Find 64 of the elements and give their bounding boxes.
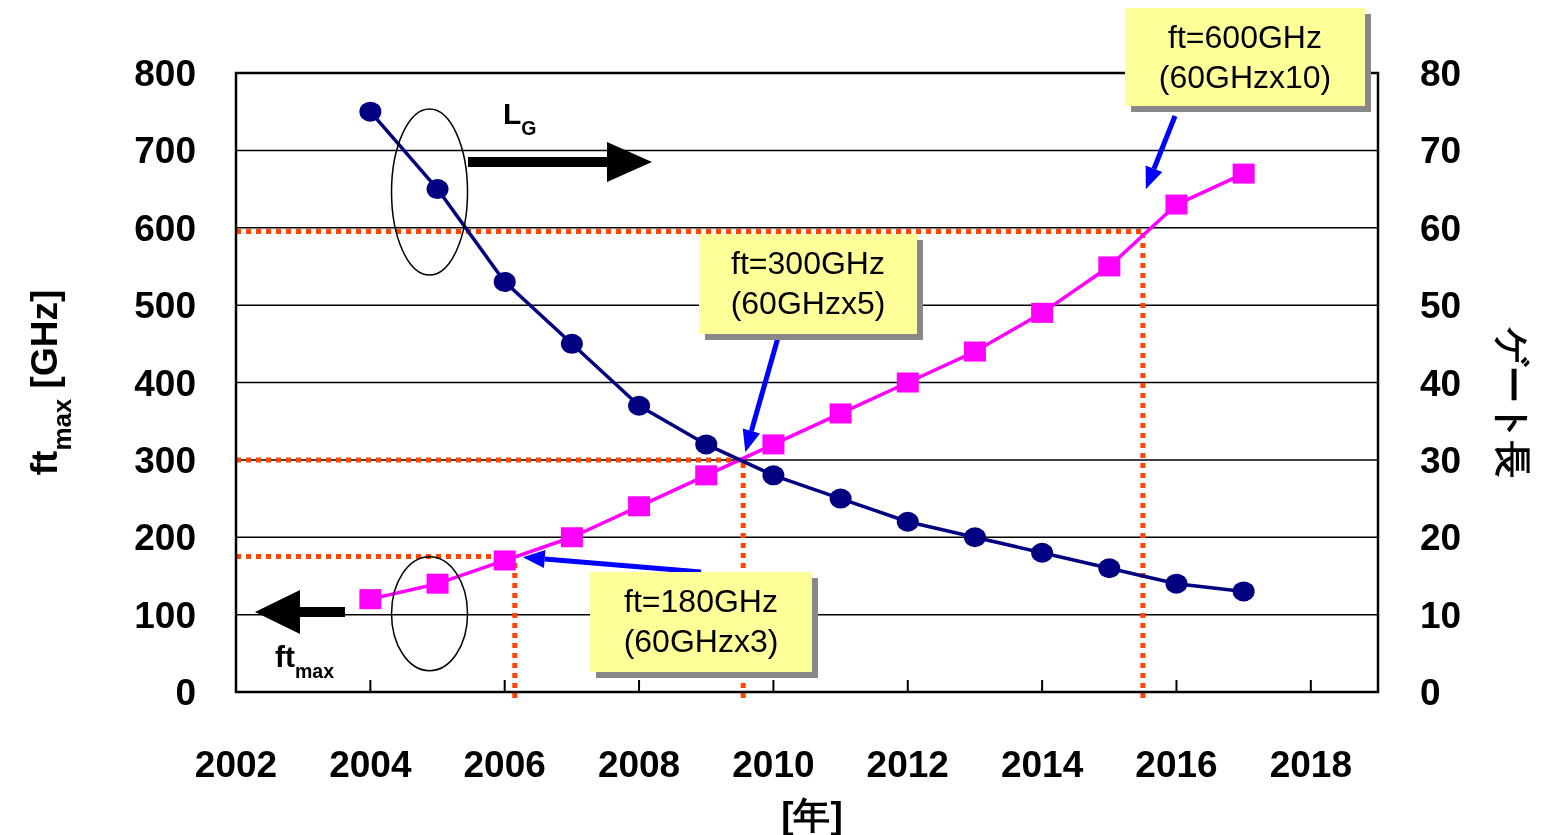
y-tick-label: 400 bbox=[134, 362, 196, 404]
point bbox=[1165, 573, 1188, 594]
y-tick-label: 100 bbox=[134, 594, 196, 636]
point bbox=[896, 511, 919, 532]
point bbox=[359, 589, 382, 610]
text: L$_{G}$ bbox=[503, 97, 537, 139]
point bbox=[963, 341, 986, 362]
point bbox=[695, 434, 718, 455]
annotation: ft=180GHz (60GHzx3) bbox=[522, 550, 818, 678]
y-tick-label: 600 bbox=[134, 207, 196, 249]
annotation: ft=180GHz (60GHzx3) bbox=[623, 583, 779, 659]
annotation: ft=300GHz (60GHzx5) bbox=[699, 234, 923, 453]
point bbox=[560, 333, 583, 354]
y2-tick-label: 10 bbox=[1420, 594, 1462, 636]
point bbox=[560, 527, 583, 548]
point bbox=[628, 496, 651, 517]
y2-tick-label: 20 bbox=[1420, 517, 1462, 559]
x-tick-label: 2010 bbox=[732, 744, 815, 785]
point bbox=[628, 395, 651, 416]
x-tick-label: 2014 bbox=[1000, 744, 1084, 785]
y2-tick-label: 30 bbox=[1420, 439, 1462, 481]
point bbox=[896, 372, 919, 393]
x-tick-label: 2004 bbox=[329, 744, 412, 785]
point bbox=[829, 403, 852, 424]
point bbox=[493, 550, 516, 571]
point bbox=[359, 101, 382, 122]
y2-tick-label: 80 bbox=[1420, 53, 1462, 94]
series-label: ft$_{max}$ bbox=[275, 640, 335, 682]
point bbox=[426, 573, 449, 594]
y2-tick-label: 40 bbox=[1420, 362, 1462, 404]
point bbox=[1031, 302, 1054, 323]
annotation: ft=600GHz (60GHzx10) bbox=[1158, 19, 1332, 95]
y-tick-label: 500 bbox=[134, 285, 196, 327]
point bbox=[762, 465, 785, 486]
y-tick-label: 200 bbox=[134, 517, 196, 559]
y2-axis-title: ゲート長 bbox=[1491, 326, 1534, 478]
x-tick-label: 2016 bbox=[1135, 744, 1218, 785]
point bbox=[426, 179, 449, 200]
x-tick-label: 2006 bbox=[463, 744, 546, 785]
point bbox=[695, 465, 718, 486]
y2-tick-label: 0 bbox=[1420, 672, 1441, 713]
x-tick-label: 2012 bbox=[866, 744, 949, 785]
y-tick-label: 0 bbox=[175, 672, 196, 713]
y-tick-label: 800 bbox=[134, 53, 196, 94]
point bbox=[1232, 163, 1255, 184]
point bbox=[762, 434, 785, 455]
annotation: ft=600GHz (60GHzx10) bbox=[1125, 8, 1371, 190]
point bbox=[1031, 542, 1054, 563]
y2-tick-label: 70 bbox=[1420, 130, 1462, 172]
point bbox=[493, 271, 516, 292]
point bbox=[1098, 256, 1121, 277]
y2-tick-label: 60 bbox=[1420, 207, 1462, 249]
y2-tick-label: 50 bbox=[1420, 285, 1462, 327]
point bbox=[829, 488, 852, 509]
x-tick-label: 2002 bbox=[194, 744, 278, 785]
point bbox=[1232, 581, 1255, 602]
x-tick-label: 2018 bbox=[1269, 744, 1352, 785]
y-tick-label: 700 bbox=[134, 130, 196, 172]
y-tick-label: 300 bbox=[134, 439, 196, 481]
point bbox=[963, 527, 986, 548]
point bbox=[1165, 194, 1188, 215]
x-tick-label: 2008 bbox=[597, 744, 681, 785]
point bbox=[1098, 558, 1121, 579]
annotation: ft=300GHz (60GHzx5) bbox=[730, 245, 886, 321]
